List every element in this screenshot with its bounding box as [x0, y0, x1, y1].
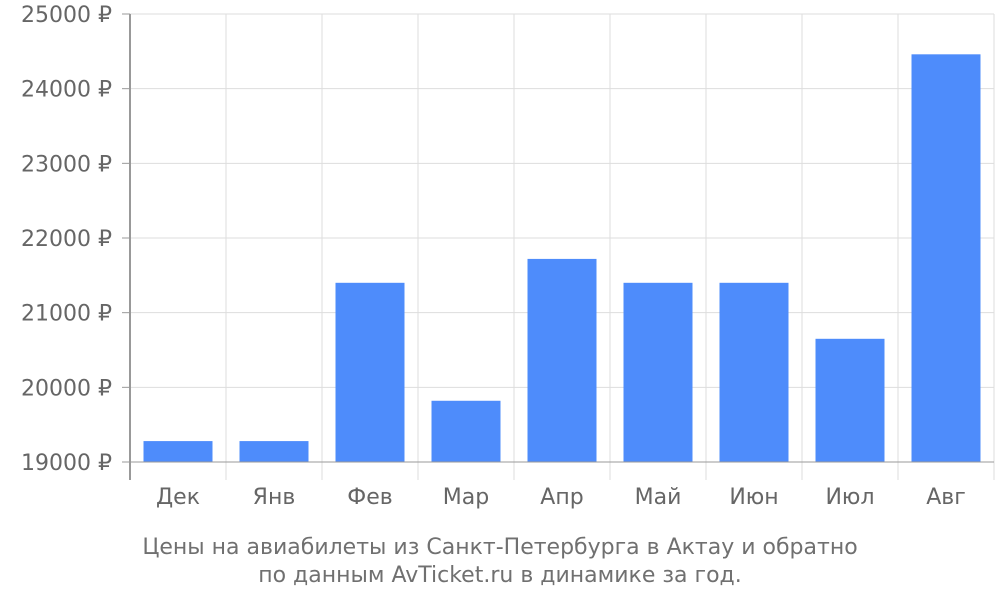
y-tick-label: 24000 ₽: [21, 78, 112, 103]
bar-layer: [143, 54, 981, 462]
x-tick-label: Авг: [926, 485, 966, 510]
x-tick-label: Фев: [347, 485, 392, 510]
bar-7: [719, 282, 789, 462]
y-tick-label: 20000 ₽: [21, 376, 112, 401]
label-layer: 19000 ₽ 20000 ₽ 21000 ₽ 22000 ₽ 23000 ₽ 24000…: [21, 3, 966, 510]
bar-1: [143, 441, 213, 462]
y-tick-label: 25000 ₽: [21, 3, 112, 28]
x-tick-label: Янв: [253, 485, 296, 510]
grid-layer: [129, 13, 995, 463]
chart-caption-line-2: по данным AvTicket.ru в динамике за год.: [258, 563, 742, 588]
y-tick-label: 22000 ₽: [21, 227, 112, 252]
x-tick-label: Апр: [540, 485, 583, 510]
bar-9: [911, 54, 981, 462]
bar-8: [815, 338, 885, 462]
x-tick-label: Июл: [825, 485, 874, 510]
chart-caption-line-1: Цены на авиабилеты из Санкт-Петербурга в…: [142, 535, 858, 560]
y-tick-label: 23000 ₽: [21, 152, 112, 177]
bar-3: [335, 282, 405, 462]
x-tick-label: Дек: [156, 485, 200, 510]
x-tick-label: Июн: [729, 485, 778, 510]
x-tick-label: Май: [635, 485, 682, 510]
y-tick-label: 21000 ₽: [21, 302, 112, 327]
bar-4: [431, 400, 501, 462]
bar-6: [623, 282, 693, 462]
y-tick-label: 19000 ₽: [21, 451, 112, 476]
axis-layer: [122, 13, 995, 480]
bar-5: [527, 258, 597, 462]
x-tick-label: Мар: [443, 485, 489, 510]
bar-2: [239, 441, 309, 462]
